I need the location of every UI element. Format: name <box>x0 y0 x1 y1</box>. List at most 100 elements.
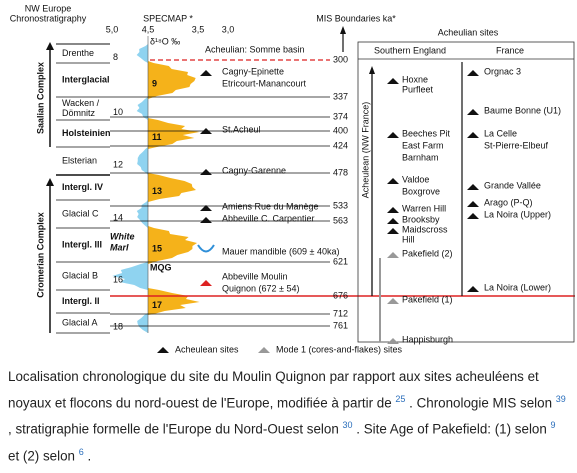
mis-boundary: 374 <box>333 111 348 121</box>
site-marker <box>387 228 399 234</box>
england-site: Beeches Pit <box>402 128 451 138</box>
site-marker <box>387 252 399 258</box>
mis-boundary: 478 <box>333 167 348 177</box>
site-marker <box>387 218 399 224</box>
header-label: SPECMAP * <box>143 13 193 23</box>
england-site: Boxgrove <box>402 186 440 196</box>
site-marker <box>467 184 479 190</box>
isotope-tick: 3,0 <box>222 24 235 34</box>
england-site: Pakefield (2) <box>402 248 453 258</box>
caption-text: . Chronologie MIS selon <box>405 395 556 411</box>
stage-name: Intergl. II <box>62 296 100 306</box>
curve-glacial <box>136 97 148 120</box>
site-marker <box>200 169 212 175</box>
reference[interactable]: 9 <box>550 420 556 431</box>
stage-name: Wacken / <box>62 98 100 108</box>
reference[interactable]: 25 <box>395 394 406 404</box>
somme-site: Amiens Rue du Manège <box>222 201 319 211</box>
curve-glacial <box>137 313 148 333</box>
curve-glacial <box>112 262 148 290</box>
curve-interglacial <box>148 118 200 149</box>
header-label: Chronostratigraphy <box>10 13 87 23</box>
mis-boundary: 712 <box>333 308 348 318</box>
legend-label: Mode 1 (cores-and-flakes) sites <box>276 344 403 354</box>
mis-boundary: 676 <box>333 290 348 300</box>
site-marker <box>200 205 212 211</box>
site-marker <box>157 347 169 353</box>
reference[interactable]: 39 <box>555 394 566 404</box>
caption: Localisation chronologique du site du Mo… <box>8 366 568 467</box>
site-marker <box>467 201 479 207</box>
england-site: Warren Hill <box>402 203 446 213</box>
header-label: MIS Boundaries ka* <box>316 13 396 23</box>
isotope-tick: 5,0 <box>106 24 119 34</box>
arrow <box>340 26 346 34</box>
arrow <box>46 178 54 186</box>
mis-boundary: 761 <box>333 320 348 330</box>
somme-title: Acheulian: Somme basin <box>205 44 305 54</box>
glacial-mis: 16 <box>113 274 123 284</box>
england-site: Brooksby <box>402 214 440 224</box>
site-marker <box>387 338 399 344</box>
isotope-tick: 3,5 <box>192 24 205 34</box>
curve-label: MQG <box>150 262 172 272</box>
site-marker <box>387 207 399 213</box>
reference[interactable]: 30 <box>342 420 353 431</box>
interglacial-mis: 11 <box>152 132 162 142</box>
complex-label: Saalian Complex <box>35 62 45 134</box>
site-marker <box>200 280 212 286</box>
stage-name: Glacial B <box>62 270 98 280</box>
mis-boundary: 563 <box>333 215 348 225</box>
somme-site: Mauer mandible (609 ± 40ka) <box>222 246 340 256</box>
reference[interactable]: 6 <box>78 446 84 457</box>
somme-site: Abbeville Moulin <box>222 271 288 281</box>
site-marker <box>197 244 215 253</box>
stage-name: Glacial A <box>62 317 98 327</box>
england-site: Purfleet <box>402 84 434 94</box>
curve-glacial <box>137 147 148 175</box>
timeline-label: Acheulean (NW France) <box>360 102 370 199</box>
site-marker <box>200 70 212 76</box>
france-site: St-Pierre-Elbeuf <box>484 140 549 150</box>
glacial-mis: 12 <box>113 159 123 169</box>
mis-boundary: 424 <box>333 140 348 150</box>
complex-label: Cromerian Complex <box>35 212 45 298</box>
somme-site: Etricourt-Manancourt <box>222 78 307 88</box>
curve-label: Marl <box>110 242 129 252</box>
england-site: Valdoe <box>402 174 429 184</box>
curve-interglacial <box>148 288 200 315</box>
panel <box>357 41 575 343</box>
caption-text: Localisation chronologique du site du Mo… <box>8 369 539 411</box>
france-site: Grande Vallée <box>484 180 541 190</box>
stage-name: Holsteinien <box>62 128 111 138</box>
france-site: Baume Bonne (U1) <box>484 105 561 115</box>
region: France <box>496 45 524 55</box>
england-site: Happisburgh <box>402 334 453 344</box>
site-marker <box>467 132 479 138</box>
header-label: NW Europe <box>25 3 72 13</box>
header-label: Acheulian sites <box>438 27 499 37</box>
site-marker <box>387 78 399 84</box>
curve-interglacial <box>148 61 196 99</box>
france-site: La Noira (Upper) <box>484 209 551 219</box>
england-site: Hoxne <box>402 74 428 84</box>
france-site: La Celle <box>484 128 517 138</box>
glacial-mis: 8 <box>113 52 118 62</box>
curve-glacial <box>136 44 148 63</box>
curve-glacial <box>136 200 148 228</box>
mis-boundary: 621 <box>333 256 348 266</box>
site-marker <box>467 70 479 76</box>
stage-name: Interglacial <box>62 74 110 84</box>
somme-site: Abbeville C. Carpentier <box>222 213 315 223</box>
interglacial-mis: 13 <box>152 186 162 196</box>
somme-site: St.Acheul <box>222 124 261 134</box>
england-site: Pakefield (1) <box>402 294 453 304</box>
england-site: Hill <box>402 234 415 244</box>
caption-text: , stratigraphie formelle de l'Europe du … <box>8 421 343 437</box>
site-marker <box>467 109 479 115</box>
mis-boundary: 300 <box>333 54 348 64</box>
caption-text: . Site Age of Pakefield: (1) selon <box>352 421 551 437</box>
site-marker <box>387 178 399 184</box>
